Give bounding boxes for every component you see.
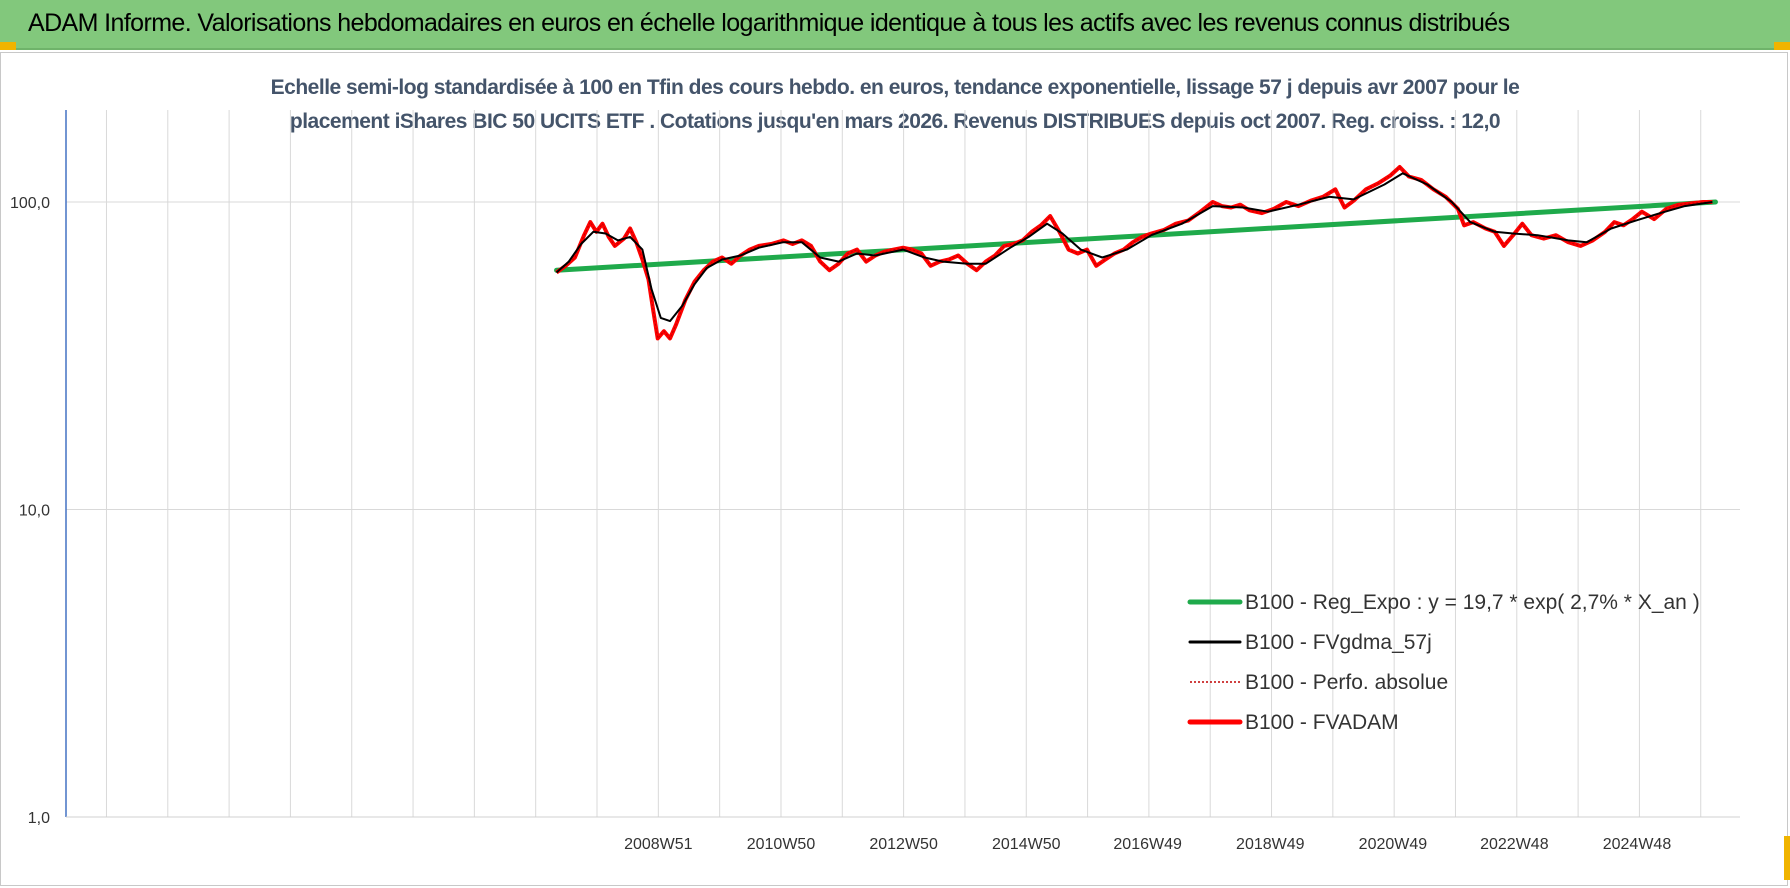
- x-tick-label: 2020W49: [1359, 836, 1428, 853]
- y-tick-label: 100,0: [10, 195, 50, 212]
- x-tick-label: 2022W48: [1480, 836, 1549, 853]
- x-tick-label: 2008W51: [624, 836, 693, 853]
- legend-label-gdma: B100 - FVgdma_57j: [1245, 631, 1432, 654]
- series-fvadam: [557, 167, 1713, 338]
- legend-label-perfo: B100 - Perfo. absolue: [1245, 671, 1448, 694]
- x-tick-label: 2024W48: [1603, 836, 1672, 853]
- y-tick-label: 10,0: [19, 503, 50, 520]
- chart-legend: B100 - Reg_Expo : y = 19,7 * exp( 2,7% *…: [1190, 591, 1700, 734]
- x-tick-label: 2012W50: [869, 836, 938, 853]
- series-layer: [557, 167, 1716, 338]
- series-perfo-absolue: [557, 167, 1713, 338]
- x-tick-label: 2014W50: [992, 836, 1061, 853]
- x-tick-label: 2010W50: [747, 836, 816, 853]
- axis-layer: 1,0 10,0 100,0 2008W51 2010W50 2012W50 2014W50…: [10, 110, 1740, 853]
- series-fvgdma: [557, 173, 1713, 321]
- y-tick-label: 1,0: [28, 810, 50, 827]
- legend-label-fvadam: B100 - FVADAM: [1245, 711, 1399, 734]
- x-tick-label: 2016W49: [1113, 836, 1182, 853]
- legend-label-reg: B100 - Reg_Expo : y = 19,7 * exp( 2,7% *…: [1245, 591, 1700, 614]
- x-tick-label: 2018W49: [1236, 836, 1305, 853]
